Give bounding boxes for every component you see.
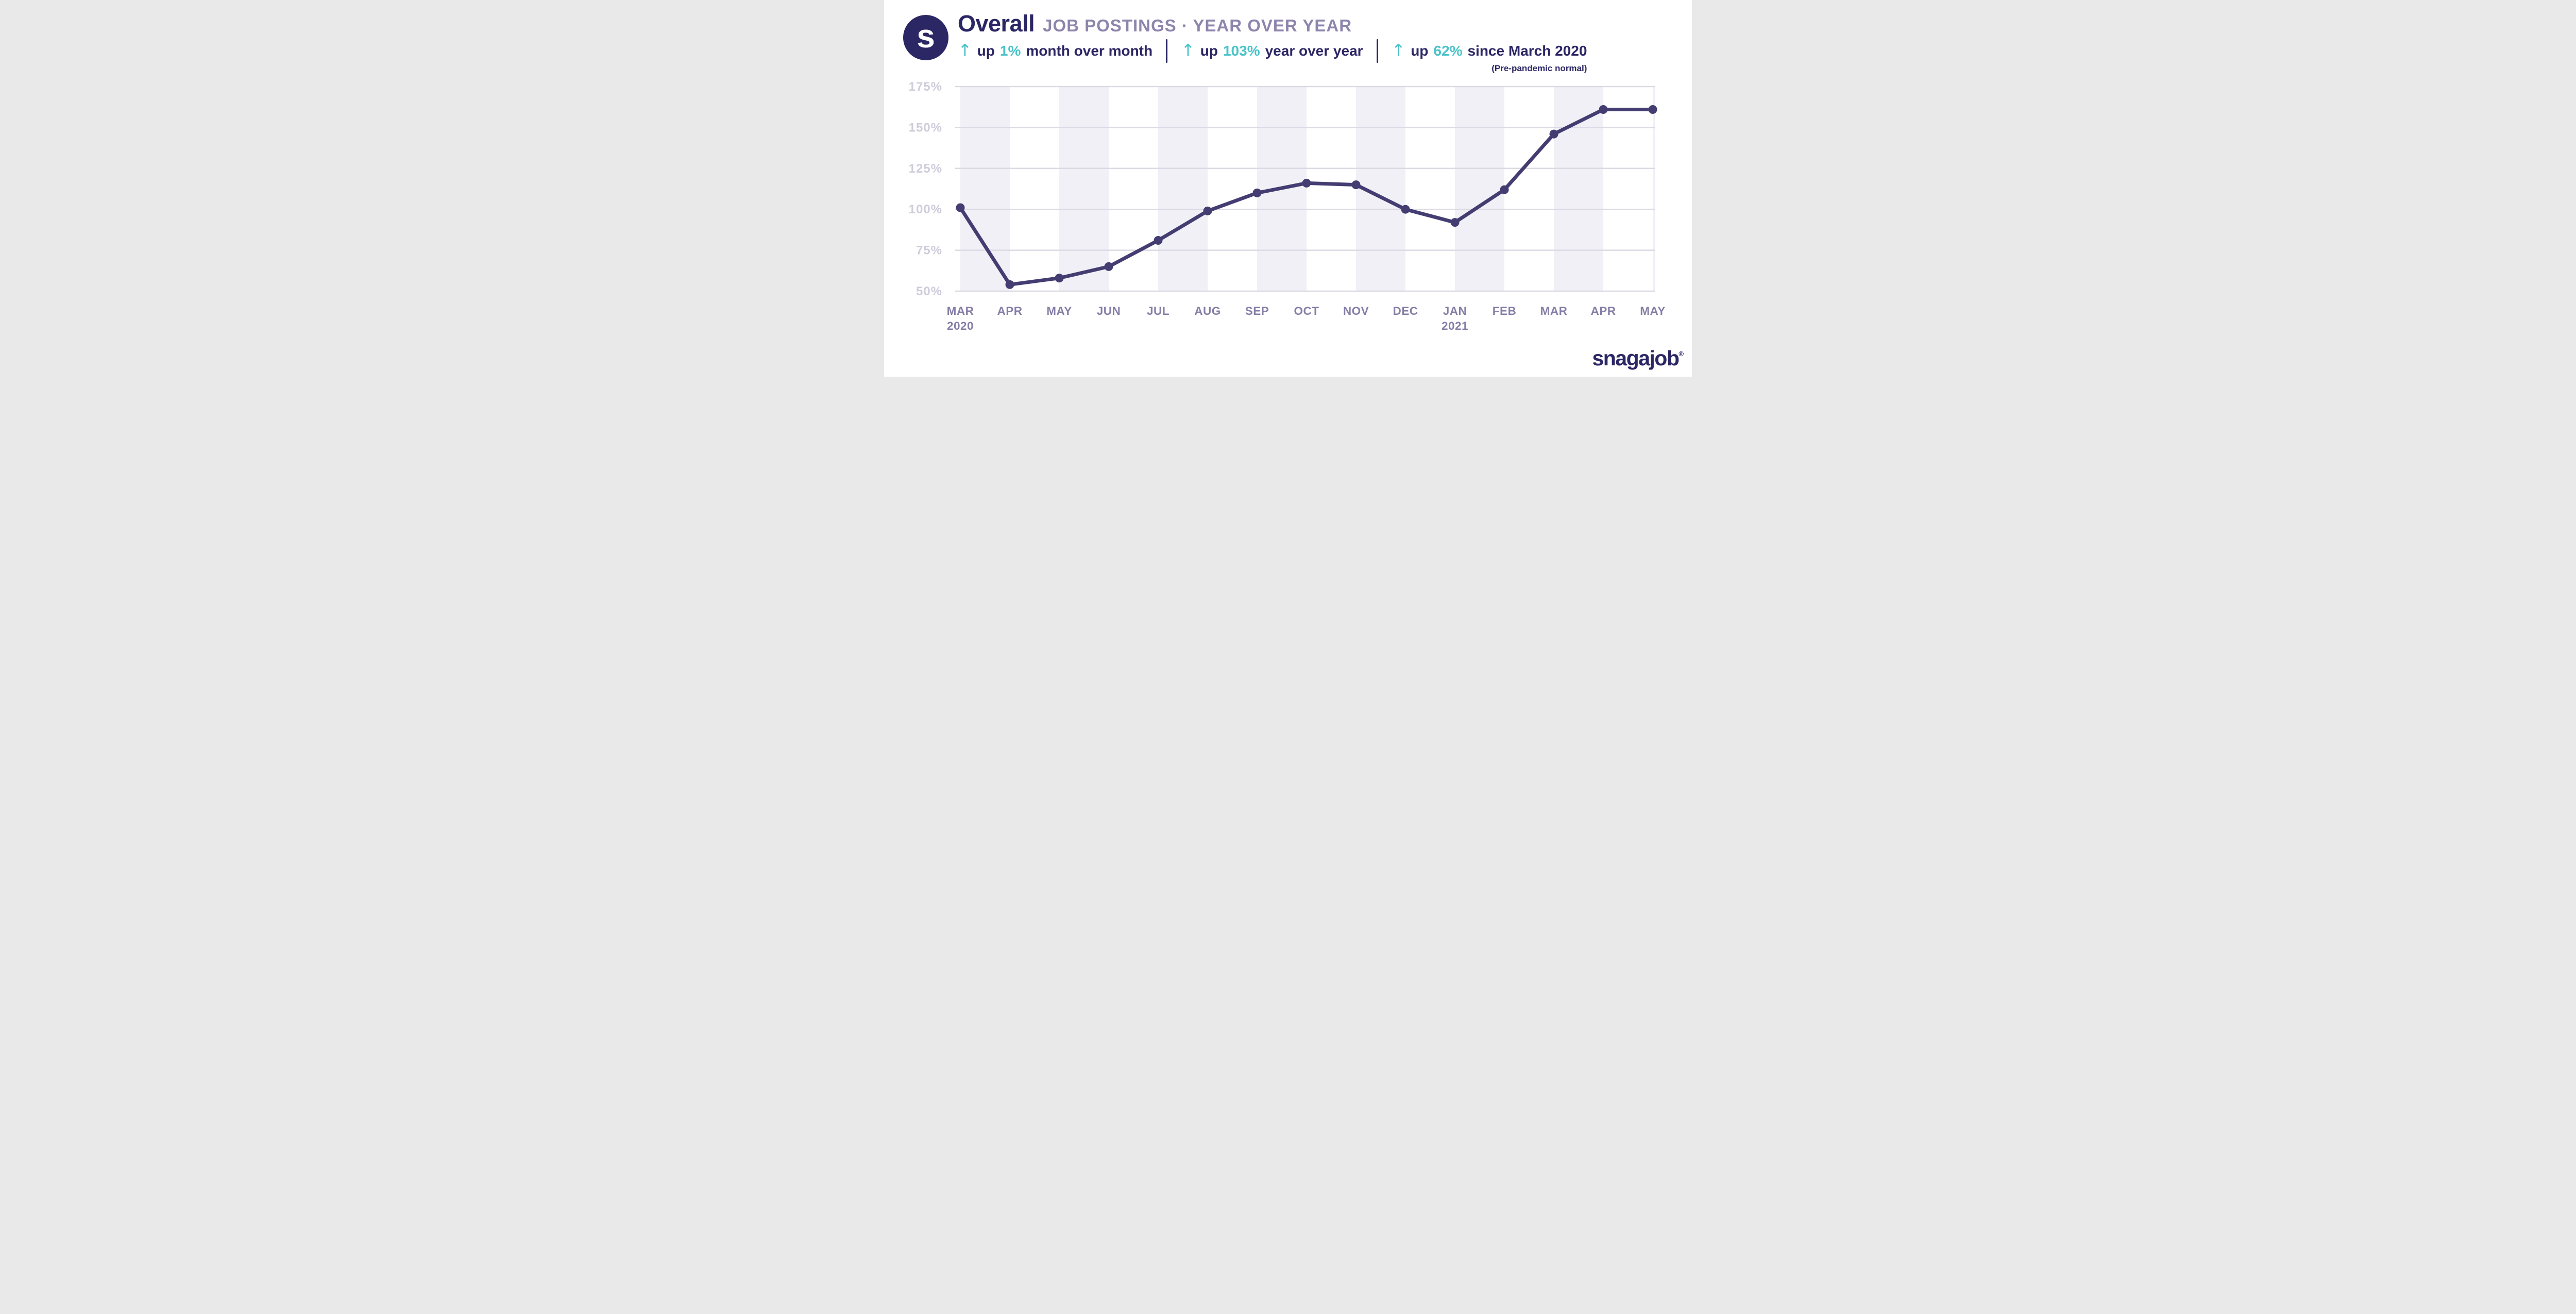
data-point — [1500, 185, 1509, 194]
page: s Overall JOB POSTINGS · YEAR OVER YEAR … — [884, 0, 1692, 377]
month-band — [1455, 87, 1504, 291]
y-tick-label: 50% — [916, 284, 942, 298]
y-tick-label: 150% — [909, 121, 942, 134]
month-band — [960, 87, 1010, 291]
x-tick-label: JUL — [1147, 305, 1170, 317]
x-tick-label: MAY — [1640, 305, 1665, 317]
data-point — [1203, 206, 1212, 215]
stat-prefix: up — [1411, 43, 1429, 59]
chart-area: 175% 150% 125% 100% 75% 50% MAR 2020 APR MAY JUN JU… — [884, 77, 1692, 350]
data-point — [1549, 129, 1558, 139]
line-chart: 175% 150% 125% 100% 75% 50% MAR 2020 APR MAY JUN JU… — [909, 80, 1666, 332]
x-tick-year: 2020 — [947, 319, 974, 332]
x-tick-year: 2021 — [1442, 319, 1468, 332]
x-tick-label: MAR — [947, 305, 974, 317]
data-point — [1005, 280, 1014, 289]
x-tick-label: AUG — [1194, 305, 1221, 317]
stats-row: ↑ up 1% month over month ↑ up 103% year … — [958, 39, 1587, 63]
snagajob-logo-mark: s — [903, 15, 948, 60]
y-tick-label: 175% — [909, 80, 942, 94]
page-subtitle: JOB POSTINGS · YEAR OVER YEAR — [1043, 16, 1352, 35]
y-tick-label: 75% — [916, 244, 942, 258]
data-point — [1401, 205, 1410, 214]
snagajob-wordmark: snagajob® — [1592, 346, 1684, 370]
logo-letter: s — [917, 18, 935, 55]
page-title-row: Overall JOB POSTINGS · YEAR OVER YEAR — [958, 10, 1352, 37]
stat-suffix: since March 2020 — [1467, 43, 1587, 59]
stat-value-mom: 1% — [999, 43, 1021, 59]
x-tick-label: JAN — [1443, 305, 1467, 317]
x-tick-label: NOV — [1343, 305, 1369, 317]
data-point — [1252, 188, 1262, 197]
registered-mark: ® — [1679, 350, 1684, 358]
stat-suffix: year over year — [1265, 43, 1363, 59]
stat-value-yoy: 103% — [1223, 43, 1260, 59]
month-band — [1653, 87, 1655, 291]
stat-value-since-march: 62% — [1433, 43, 1463, 59]
up-arrow-icon: ↑ — [958, 40, 972, 60]
x-tick-label: OCT — [1294, 305, 1319, 317]
x-tick-label: MAY — [1046, 305, 1072, 317]
divider-bar — [1376, 39, 1378, 63]
data-point — [956, 203, 965, 212]
x-tick-label: MAR — [1540, 305, 1568, 317]
data-point — [1154, 236, 1163, 245]
x-tick-label: DEC — [1393, 305, 1418, 317]
month-band — [1554, 87, 1603, 291]
x-tick-label: JUN — [1097, 305, 1121, 317]
x-tick-label: APR — [1590, 305, 1616, 317]
data-point — [1055, 274, 1064, 283]
y-tick-label: 125% — [909, 162, 942, 176]
y-tick-label: 100% — [909, 203, 942, 216]
x-tick-label: SEP — [1245, 305, 1269, 317]
data-point — [1104, 262, 1113, 271]
month-band — [1158, 87, 1208, 291]
up-arrow-icon: ↑ — [1181, 40, 1195, 60]
up-arrow-icon: ↑ — [1391, 40, 1406, 60]
month-band — [1059, 87, 1109, 291]
x-tick-label: FEB — [1493, 305, 1517, 317]
pre-pandemic-footnote: (Pre-pandemic normal) — [1492, 63, 1587, 73]
stats-block: ↑ up 1% month over month ↑ up 103% year … — [958, 39, 1587, 74]
stat-suffix: month over month — [1026, 43, 1153, 59]
stat-prefix: up — [1200, 43, 1218, 59]
divider-bar — [1166, 39, 1168, 63]
stat-prefix: up — [977, 43, 995, 59]
data-point — [1351, 180, 1361, 190]
brand-text: snagajob — [1592, 346, 1679, 370]
x-tick-label: APR — [997, 305, 1022, 317]
data-point — [1302, 178, 1311, 188]
data-point — [1648, 105, 1657, 114]
page-title: Overall — [958, 10, 1035, 37]
data-point — [1450, 218, 1460, 227]
data-point — [1599, 105, 1608, 114]
